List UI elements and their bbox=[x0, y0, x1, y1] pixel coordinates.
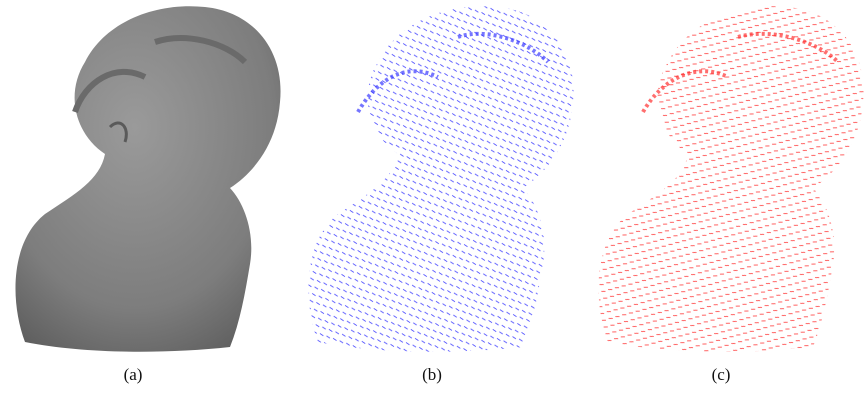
panel-a bbox=[15, 6, 281, 352]
dense-hair-strokes bbox=[641, 31, 840, 113]
caption: (c) bbox=[712, 365, 731, 384]
caption: (a) bbox=[124, 365, 143, 384]
blue-line-field bbox=[308, 6, 574, 352]
caption: (b) bbox=[422, 365, 442, 384]
red-line-field bbox=[598, 6, 864, 352]
ear-detail bbox=[108, 121, 128, 143]
hair-detail bbox=[72, 35, 248, 114]
panel-c bbox=[598, 6, 864, 352]
panel-b bbox=[308, 6, 574, 352]
dense-hair-strokes bbox=[356, 31, 550, 113]
